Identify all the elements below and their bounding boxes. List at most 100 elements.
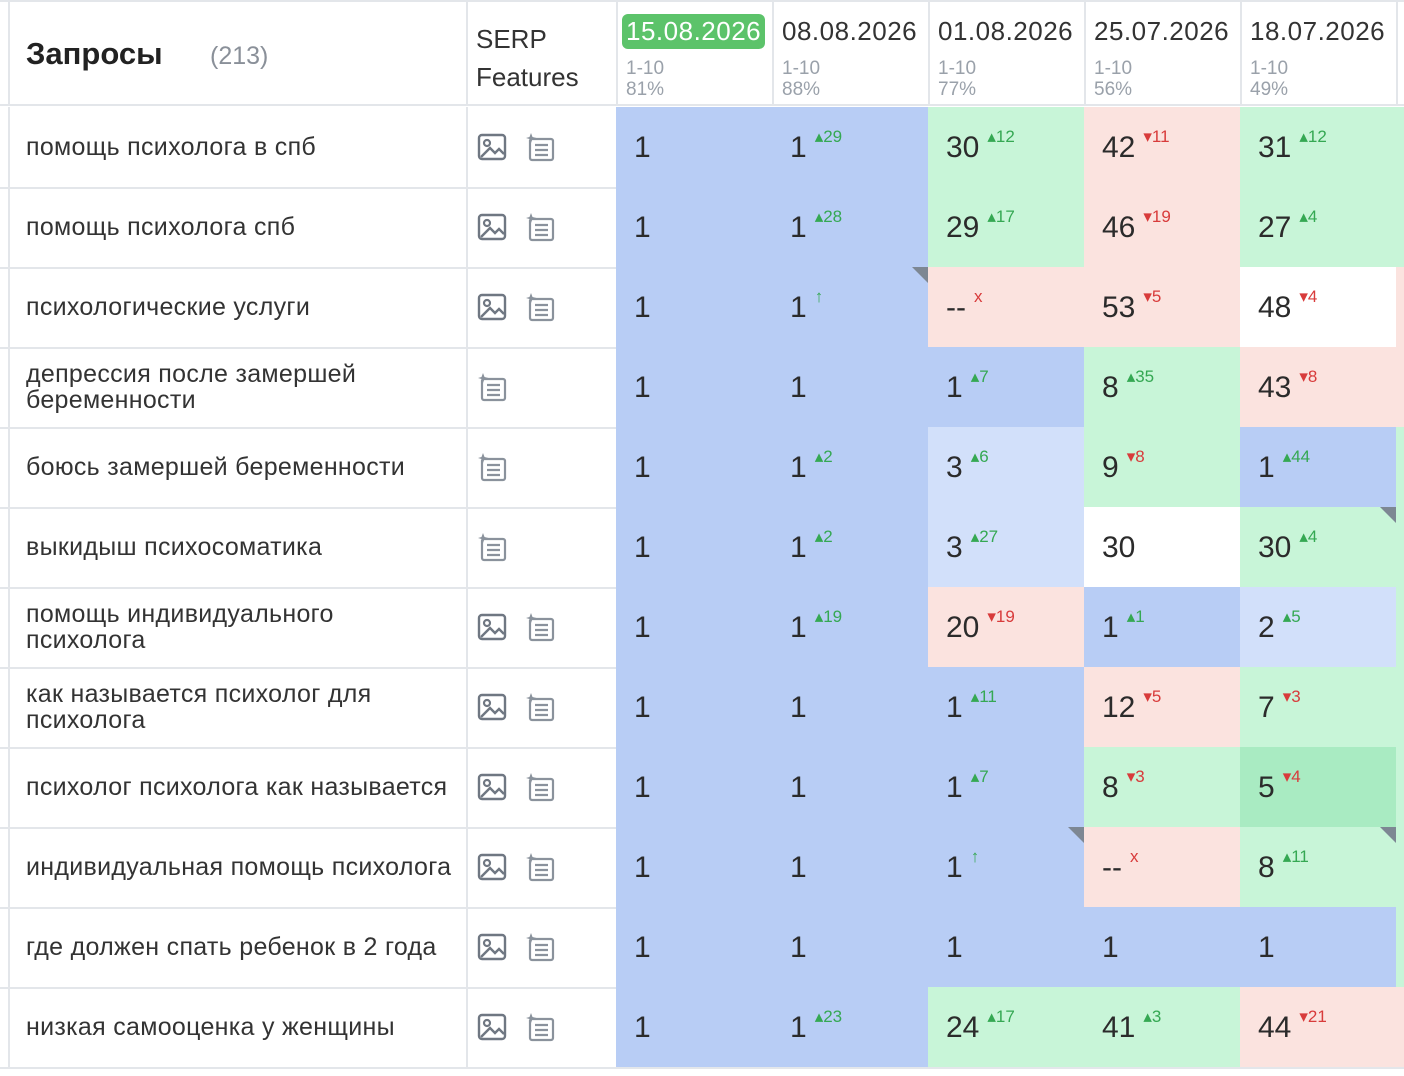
position-cell[interactable]: 1 — [616, 267, 774, 347]
position-cell[interactable]: 24 ▴17 — [928, 987, 1086, 1067]
position-cell[interactable]: 1 — [616, 987, 774, 1067]
position-cell[interactable]: 1 — [616, 507, 774, 587]
position-cell[interactable]: 1 — [616, 827, 774, 907]
position-cell[interactable]: 3 ▴6 — [928, 427, 1086, 507]
position-cell[interactable]: 1 — [772, 347, 930, 427]
position-cell[interactable]: 1 — [616, 747, 774, 827]
position-cell[interactable]: 8 ▾3 — [1084, 747, 1242, 827]
date-column-header[interactable]: 18.07.2026 1-10 49% — [1240, 2, 1398, 104]
date-label[interactable]: 01.08.2026 — [938, 16, 1074, 46]
date-column-header[interactable]: 01.08.2026 1-10 77% — [928, 2, 1086, 104]
position-cell[interactable]: 1 ▴1 — [1084, 587, 1242, 667]
query-text[interactable]: депрессия после замершей беременности — [26, 360, 357, 414]
image-icon[interactable] — [476, 211, 508, 248]
query-text[interactable]: помощь психолога в спб — [26, 133, 317, 161]
position-cell[interactable]: 27 ▴4 — [1240, 187, 1398, 267]
position-cell[interactable]: 1 — [616, 587, 774, 667]
query-cell[interactable]: психолог психолога как называется — [8, 747, 468, 827]
list-icon[interactable] — [524, 611, 556, 648]
query-text[interactable]: боюсь замершей беременности — [26, 453, 406, 481]
position-cell[interactable]: -- x — [1084, 827, 1242, 907]
query-text[interactable]: где должен спать ребенок в 2 года — [26, 933, 437, 961]
query-cell[interactable]: психологические услуги — [8, 267, 468, 347]
date-label[interactable]: 18.07.2026 — [1250, 16, 1386, 46]
query-cell[interactable]: где должен спать ребенок в 2 года — [8, 907, 468, 987]
position-cell[interactable]: 1 — [616, 347, 774, 427]
position-cell[interactable]: 1 — [772, 907, 930, 987]
position-cell[interactable]: 1 — [616, 427, 774, 507]
position-cell[interactable]: 29 ▴17 — [928, 187, 1086, 267]
list-icon[interactable] — [476, 451, 508, 488]
image-icon[interactable] — [476, 131, 508, 168]
position-cell[interactable]: 1 ▴7 — [928, 347, 1086, 427]
list-icon[interactable] — [524, 291, 556, 328]
query-cell[interactable]: индивидуальная помощь психолога — [8, 827, 468, 907]
date-label[interactable]: 25.07.2026 — [1094, 16, 1230, 46]
position-cell[interactable]: 44 ▾21 — [1240, 987, 1398, 1067]
position-cell[interactable]: 43 ▾8 — [1240, 347, 1398, 427]
query-cell[interactable]: помощь индивидуального психолога — [8, 587, 468, 667]
image-icon[interactable] — [476, 291, 508, 328]
query-cell[interactable]: как называется психолог для психолога — [8, 667, 468, 747]
position-cell[interactable]: 53 ▾5 — [1084, 267, 1242, 347]
position-cell[interactable]: 1 ▴44 — [1240, 427, 1398, 507]
image-icon[interactable] — [476, 691, 508, 728]
position-cell[interactable]: 1 — [616, 107, 774, 187]
position-cell[interactable]: 31 ▴12 — [1240, 107, 1398, 187]
query-text[interactable]: низкая самооценка у женщины — [26, 1013, 395, 1041]
position-cell[interactable]: 8 ▴11 — [1240, 827, 1398, 907]
position-cell[interactable]: 7 ▾3 — [1240, 667, 1398, 747]
query-text[interactable]: психологические услуги — [26, 293, 311, 321]
position-cell[interactable]: 1 ↑ — [772, 267, 930, 347]
list-icon[interactable] — [476, 371, 508, 408]
position-cell[interactable]: 1 — [772, 667, 930, 747]
query-cell[interactable]: боюсь замершей беременности — [8, 427, 468, 507]
image-icon[interactable] — [476, 931, 508, 968]
position-cell[interactable]: 1 ▴19 — [772, 587, 930, 667]
position-cell[interactable]: 1 ▴11 — [928, 667, 1086, 747]
date-label[interactable]: 08.08.2026 — [782, 16, 918, 46]
query-cell[interactable]: низкая самооценка у женщины — [8, 987, 468, 1067]
query-text[interactable]: психолог психолога как называется — [26, 773, 448, 801]
query-text[interactable]: как называется психолог для психолога — [26, 680, 372, 734]
position-cell[interactable]: 46 ▾19 — [1084, 187, 1242, 267]
list-icon[interactable] — [524, 211, 556, 248]
position-cell[interactable]: 48 ▾4 — [1240, 267, 1398, 347]
position-cell[interactable]: 1 — [1240, 907, 1398, 987]
list-icon[interactable] — [524, 851, 556, 888]
image-icon[interactable] — [476, 851, 508, 888]
position-cell[interactable]: 1 ▴23 — [772, 987, 930, 1067]
image-icon[interactable] — [476, 1011, 508, 1048]
position-cell[interactable]: 30 ▴4 — [1240, 507, 1398, 587]
position-cell[interactable]: 1 — [616, 187, 774, 267]
query-cell[interactable]: помощь психолога спб — [8, 187, 468, 267]
list-icon[interactable] — [476, 531, 508, 568]
list-icon[interactable] — [524, 931, 556, 968]
image-icon[interactable] — [476, 771, 508, 808]
query-cell[interactable]: помощь психолога в спб — [8, 107, 468, 187]
date-column-header[interactable]: 08.08.2026 1-10 88% — [772, 2, 930, 104]
position-cell[interactable]: 12 ▾5 — [1084, 667, 1242, 747]
position-cell[interactable]: 1 — [772, 827, 930, 907]
date-column-header[interactable]: 15.08.2026 1-10 81% — [616, 2, 774, 104]
position-cell[interactable]: 41 ▴3 — [1084, 987, 1242, 1067]
position-cell[interactable]: 3 ▴27 — [928, 507, 1086, 587]
position-cell[interactable]: 1 ▴28 — [772, 187, 930, 267]
query-cell[interactable]: выкидыш психосоматика — [8, 507, 468, 587]
query-text[interactable]: помощь индивидуального психолога — [26, 600, 334, 654]
list-icon[interactable] — [524, 691, 556, 728]
position-cell[interactable]: 1 ▴7 — [928, 747, 1086, 827]
position-cell[interactable]: -- x — [928, 267, 1086, 347]
position-cell[interactable]: 20 ▾19 — [928, 587, 1086, 667]
position-cell[interactable]: 1 ▴2 — [772, 427, 930, 507]
position-cell[interactable]: 1 — [616, 907, 774, 987]
date-label[interactable]: 15.08.2026 — [622, 14, 766, 49]
position-cell[interactable]: 9 ▾8 — [1084, 427, 1242, 507]
position-cell[interactable]: 8 ▴35 — [1084, 347, 1242, 427]
position-cell[interactable]: 1 ↑ — [928, 827, 1086, 907]
position-cell[interactable]: 1 — [616, 667, 774, 747]
position-cell[interactable]: 1 — [928, 907, 1086, 987]
position-cell[interactable]: 5 ▾4 — [1240, 747, 1398, 827]
list-icon[interactable] — [524, 131, 556, 168]
queries-header[interactable]: Запросы (213) — [8, 2, 468, 104]
